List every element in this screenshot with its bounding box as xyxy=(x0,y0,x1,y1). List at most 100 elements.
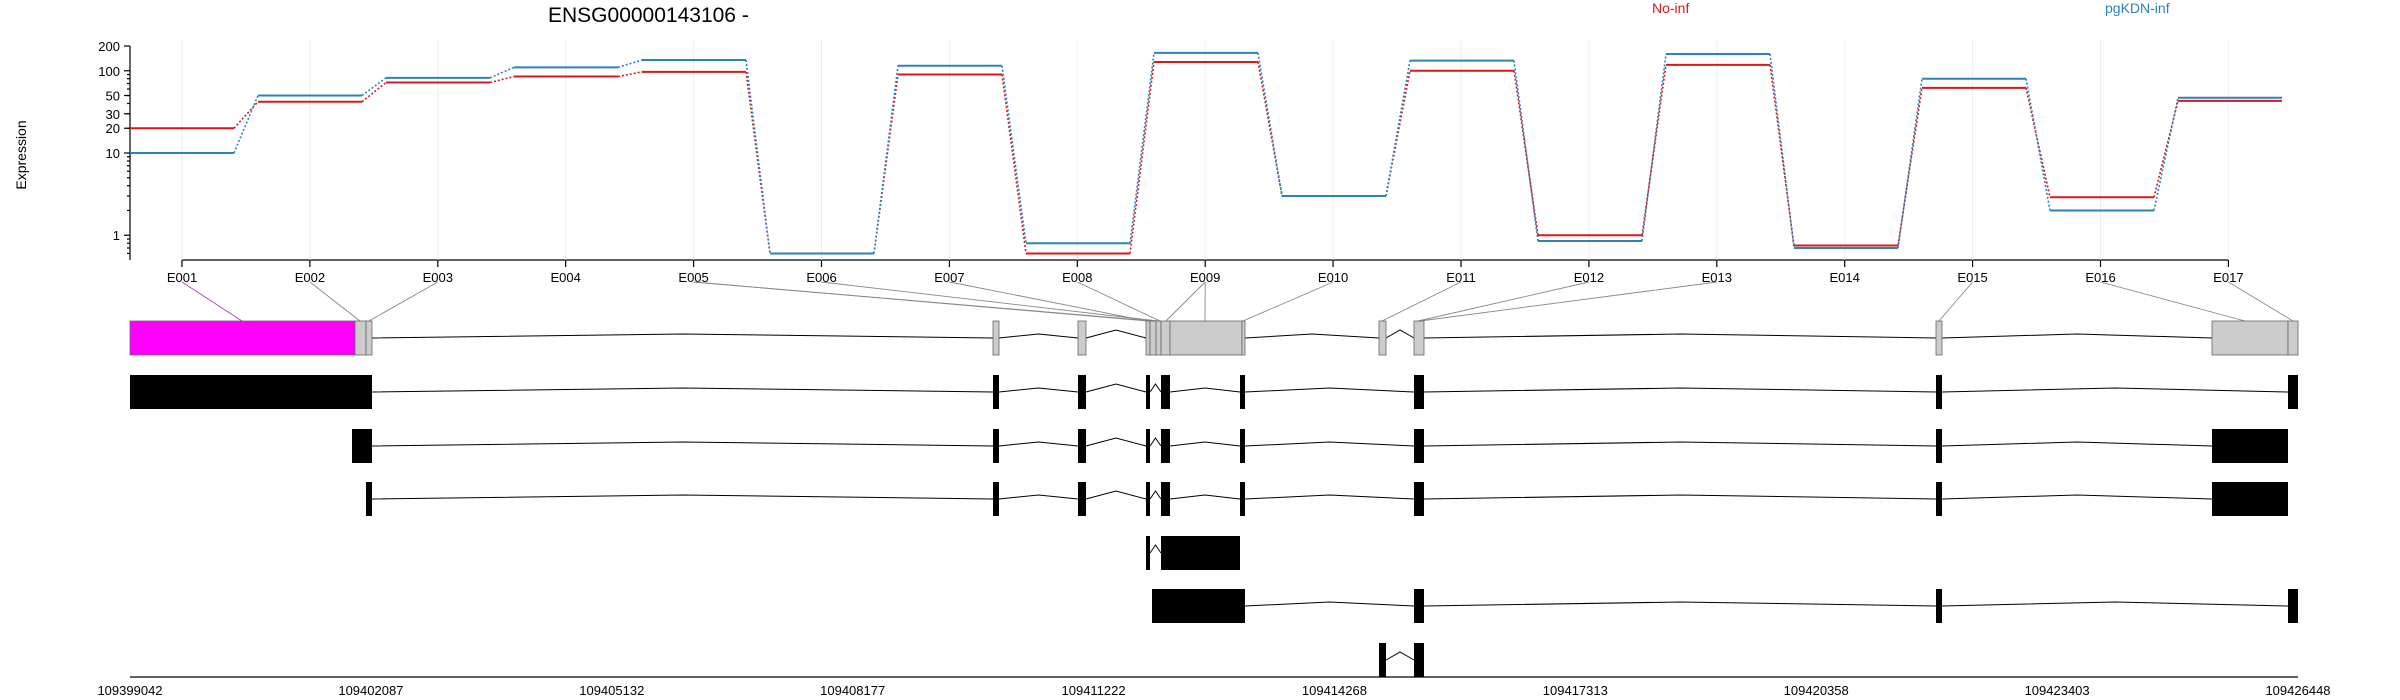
exon-block xyxy=(1160,320,1171,356)
data-connector xyxy=(873,74,899,254)
intron-line xyxy=(1244,333,1380,339)
series-no-inf xyxy=(130,60,2282,255)
x-tick-label: E005 xyxy=(678,270,708,285)
intron-line xyxy=(998,441,1079,447)
data-connector xyxy=(489,66,515,79)
exon-block xyxy=(993,429,999,463)
x-tick-label: E009 xyxy=(1190,270,1220,285)
exon-block xyxy=(1161,429,1170,463)
genomic-coordinate-label: 109426448 xyxy=(2265,683,2330,698)
exon-block xyxy=(1146,536,1150,570)
intron-line xyxy=(1169,387,1241,393)
exon-block xyxy=(1241,320,1246,356)
exon-block xyxy=(1413,320,1425,356)
exon-block xyxy=(1240,429,1245,463)
exon-block xyxy=(2212,482,2288,516)
x-tick-label: E006 xyxy=(806,270,836,285)
exon-block xyxy=(352,429,372,463)
intron-line xyxy=(1423,494,1937,500)
exon-block xyxy=(2288,375,2298,409)
x-tick-label: E014 xyxy=(1830,270,1860,285)
transcript-isoform-4 xyxy=(1146,536,1240,570)
transcript-tracks xyxy=(129,320,2299,677)
data-connector xyxy=(873,65,899,254)
exon-block xyxy=(1078,482,1086,516)
exon-block xyxy=(2287,320,2299,356)
exon-block xyxy=(2211,320,2289,356)
exon-mapping-line xyxy=(368,281,439,322)
genomic-coordinate-label: 109402087 xyxy=(338,683,403,698)
exon-mapping-line xyxy=(2228,281,2294,322)
exon-block xyxy=(1414,589,1424,623)
data-connector xyxy=(1385,70,1411,197)
exon-mapping-line xyxy=(181,281,243,322)
x-tick-label: E013 xyxy=(1702,270,1732,285)
exon-block xyxy=(354,320,367,356)
data-connector xyxy=(233,101,259,129)
legend-pgkdn-inf: pgKDN-inf xyxy=(2105,0,2170,16)
exon-mapping-lines xyxy=(181,281,2294,322)
exon-block xyxy=(1936,482,1942,516)
y-tick-label: 50 xyxy=(106,89,120,104)
exon-mapping-line xyxy=(1165,281,1206,322)
x-tick-label: E008 xyxy=(1062,270,1092,285)
exon-mapping-line xyxy=(2100,281,2246,322)
intron-line xyxy=(371,333,994,339)
exon-block xyxy=(129,320,356,356)
exon-block xyxy=(1078,429,1086,463)
x-tick-label: E015 xyxy=(1957,270,1987,285)
intron-line xyxy=(1085,329,1147,339)
transcript-isoform-1 xyxy=(130,375,2298,409)
x-tick-label: E003 xyxy=(423,270,453,285)
exon-block xyxy=(1078,375,1086,409)
genomic-coordinate-label: 109423403 xyxy=(2025,683,2090,698)
intron-line xyxy=(1941,387,2289,393)
exon-block xyxy=(1161,482,1170,516)
data-connector xyxy=(2025,78,2051,211)
exon-block xyxy=(366,482,372,516)
intron-line xyxy=(1085,383,1147,393)
y-tick-label: 100 xyxy=(98,64,120,79)
exon-block xyxy=(1169,320,1243,356)
intron-line xyxy=(1149,490,1162,500)
intron-line xyxy=(1244,494,1415,500)
series-pgkdn-inf xyxy=(130,51,2282,255)
data-connector xyxy=(1897,78,1923,249)
legend-no-inf: No-inf xyxy=(1652,0,1689,16)
exon-block xyxy=(1936,429,1942,463)
intron-line xyxy=(371,494,994,500)
x-tick-label: E001 xyxy=(167,270,197,285)
intron-line xyxy=(1085,490,1147,500)
data-connector xyxy=(361,81,387,103)
genomic-coordinate-label: 109408177 xyxy=(820,683,885,698)
intron-line xyxy=(998,494,1079,500)
data-connector xyxy=(745,71,771,254)
exon-block xyxy=(365,320,373,356)
exon-mapping-line xyxy=(1077,281,1161,322)
genomic-coordinate-label: 109417313 xyxy=(1543,683,1608,698)
intron-line xyxy=(1169,441,1241,447)
data-connector xyxy=(489,75,515,84)
intron-line xyxy=(1941,333,2213,339)
x-tick-label: E007 xyxy=(934,270,964,285)
genomic-coordinate-label: 109420358 xyxy=(1784,683,1849,698)
intron-line xyxy=(1169,494,1241,500)
exon-block xyxy=(1152,589,1245,623)
data-connector xyxy=(1129,61,1155,254)
intron-line xyxy=(1085,437,1147,447)
intron-line xyxy=(371,387,994,393)
intron-line xyxy=(1149,544,1162,554)
intron-line xyxy=(1149,383,1162,393)
x-tick-label: E016 xyxy=(2085,270,2115,285)
transcript-isoform-2 xyxy=(352,429,2288,463)
exon-block xyxy=(1155,320,1162,356)
exon-block xyxy=(1414,375,1424,409)
intron-line xyxy=(1423,601,1937,607)
data-connector xyxy=(2153,97,2179,211)
data-connector xyxy=(617,59,643,69)
data-connector xyxy=(2025,87,2051,198)
exon-block xyxy=(1146,482,1150,516)
y-tick-label: 20 xyxy=(106,121,120,136)
